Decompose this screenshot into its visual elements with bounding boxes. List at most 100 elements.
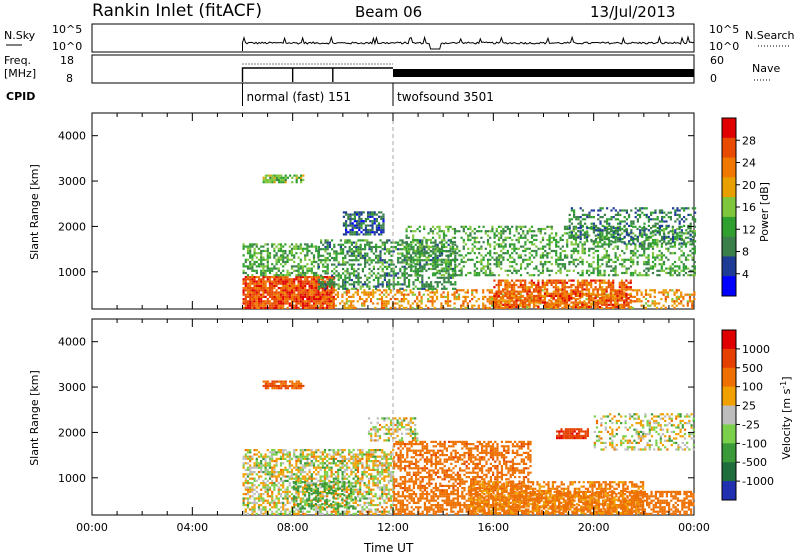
heatmap-cell	[641, 229, 644, 232]
heatmap-cell	[273, 249, 276, 253]
heatmap-cell	[656, 222, 659, 225]
heatmap-cell	[630, 235, 633, 238]
heatmap-cell	[246, 282, 250, 285]
heatmap-cell	[676, 207, 679, 210]
heatmap-cell	[631, 300, 634, 303]
heatmap-cell	[614, 294, 617, 298]
heatmap-cell	[528, 294, 531, 298]
heatmap-cell	[643, 242, 646, 245]
heatmap-cell	[645, 207, 648, 210]
heatmap-cell	[277, 256, 280, 259]
heatmap-cell	[620, 283, 624, 287]
heatmap-cell	[350, 295, 353, 298]
heatmap-cell	[577, 227, 580, 230]
heatmap-cell	[436, 225, 439, 228]
heatmap-cell	[286, 287, 289, 290]
heatmap-cell	[495, 265, 498, 268]
heatmap-cell	[383, 306, 386, 309]
heatmap-cell	[260, 249, 263, 253]
heatmap-cell	[257, 293, 261, 296]
heatmap-cell	[592, 227, 595, 230]
heatmap-cell	[271, 243, 274, 246]
heatmap-cell	[526, 230, 529, 233]
heatmap-cell	[506, 225, 509, 228]
heatmap-cell	[432, 272, 435, 275]
heatmap-cell	[636, 240, 639, 243]
heatmap-cell	[473, 269, 476, 272]
heatmap-cell	[435, 295, 439, 298]
heatmap-cell	[616, 299, 619, 302]
heatmap-cell	[399, 287, 402, 290]
heatmap-cell	[482, 241, 485, 244]
heatmap-cell	[264, 269, 267, 272]
heatmap-cell	[295, 289, 298, 292]
heatmap-cell	[530, 298, 533, 301]
heatmap-cell	[246, 504, 250, 507]
heatmap-cell	[326, 283, 329, 286]
heatmap-cell	[357, 252, 360, 255]
heatmap-cell	[570, 305, 573, 309]
heatmap-cell	[590, 297, 593, 300]
heatmap-cell	[687, 231, 690, 234]
heatmap-cell	[342, 261, 345, 264]
heatmap-cell	[640, 234, 644, 237]
heatmap-cell	[552, 279, 555, 282]
heatmap-cell	[482, 295, 485, 298]
heatmap-cell	[618, 286, 621, 289]
heatmap-cell	[347, 295, 351, 298]
heatmap-cell	[412, 265, 415, 268]
heatmap-cell	[555, 243, 558, 246]
heatmap-cell	[249, 464, 252, 467]
heatmap-cell	[293, 295, 296, 298]
heatmap-cell	[508, 245, 512, 248]
heatmap-cell	[447, 278, 450, 282]
heatmap-cell	[447, 276, 450, 279]
heatmap-cell	[445, 281, 448, 284]
heatmap-cell	[288, 298, 291, 301]
heatmap-cell	[383, 252, 386, 255]
heatmap-cell	[271, 499, 274, 502]
heatmap-cell	[273, 247, 276, 250]
heatmap-cell	[378, 215, 381, 218]
heatmap-cell	[403, 276, 406, 279]
heatmap-cell	[301, 289, 305, 292]
heatmap-cell	[317, 274, 320, 277]
heatmap-cell	[293, 247, 296, 250]
heatmap-cell	[246, 506, 250, 509]
heatmap-cell	[403, 267, 406, 271]
heatmap-cell	[386, 239, 389, 242]
heatmap-cell	[357, 267, 360, 271]
heatmap-cell	[495, 297, 498, 300]
heatmap-cell	[454, 248, 457, 251]
heatmap-cell	[612, 241, 615, 244]
heatmap-cell	[596, 271, 600, 275]
cpid-segment-label: normal (fast) 151	[247, 90, 351, 104]
heatmap-cell	[342, 243, 345, 246]
heatmap-cell	[337, 283, 340, 286]
heatmap-cell	[572, 234, 575, 237]
heatmap-cell	[420, 265, 424, 268]
heatmap-cell	[264, 457, 267, 460]
heatmap-cell	[436, 281, 439, 284]
heatmap-cell	[400, 298, 403, 301]
heatmap-cell	[610, 240, 613, 243]
heatmap-cell	[550, 279, 553, 282]
heatmap-cell	[614, 235, 617, 238]
heatmap-cell	[324, 245, 327, 249]
heatmap-cell	[430, 281, 433, 284]
heatmap-cell	[678, 274, 681, 277]
heatmap-cell	[323, 293, 327, 296]
heatmap-cell	[262, 300, 265, 303]
heatmap-cell	[581, 243, 584, 246]
heatmap-cell	[253, 510, 256, 513]
heatmap-cell	[321, 298, 324, 301]
heatmap-cell	[367, 293, 370, 296]
heatmap-cell	[583, 292, 586, 295]
heatmap-cell	[495, 234, 498, 237]
heatmap-cell	[427, 263, 430, 266]
heatmap-cell	[489, 252, 492, 255]
heatmap-cell	[346, 272, 349, 275]
heatmap-cell	[380, 306, 384, 309]
heatmap-cell	[251, 466, 254, 469]
heatmap-cell	[548, 302, 551, 305]
